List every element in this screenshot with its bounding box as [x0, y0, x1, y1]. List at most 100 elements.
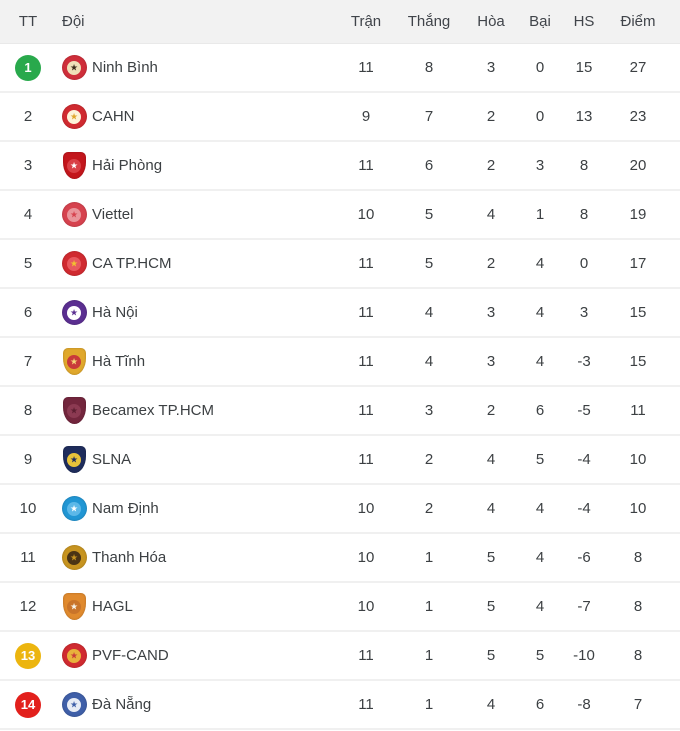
team-logo-inner [67, 550, 81, 565]
team-logo-icon: ★ [61, 643, 87, 668]
team-name[interactable]: Thanh Hóa [92, 549, 167, 566]
wins-value: 1 [424, 598, 434, 615]
team-logo-inner [67, 354, 81, 369]
team-logo-detail: ★ [69, 159, 79, 170]
team-logo-detail: ★ [69, 306, 79, 317]
draws-value: 5 [486, 647, 496, 664]
logo-cell: ★ [56, 348, 92, 375]
team-name[interactable]: Đà Nẵng [92, 696, 152, 713]
goal-difference-value: 13 [575, 108, 593, 125]
table-row[interactable]: 3 ★ Hải Phòng 11 6 2 3 8 20 [0, 142, 680, 191]
points-value: 10 [629, 451, 647, 468]
table-row[interactable]: 8 ★ Becamex TP.HCM 11 3 2 6 -5 11 [0, 387, 680, 436]
team-name[interactable]: Hà Tĩnh [92, 353, 146, 370]
matches-played-value: 11 [358, 647, 374, 664]
position-cell: 3 [0, 153, 56, 179]
position-cell: 1 [0, 54, 56, 81]
wins-value: 3 [424, 402, 434, 419]
table-row[interactable]: 13 ★ PVF-CAND 11 1 5 5 -10 8 [0, 632, 680, 681]
team-logo-inner [67, 648, 81, 663]
points-value: 17 [629, 255, 647, 272]
matches-played-value: 10 [357, 206, 375, 223]
logo-cell: ★ [56, 251, 92, 276]
team-name[interactable]: Viettel [92, 206, 134, 223]
team-logo-inner [67, 158, 81, 173]
team-name[interactable]: HAGL [92, 598, 133, 615]
position-cell: 4 [0, 202, 56, 228]
table-row[interactable]: 4 ★ Viettel 10 5 4 1 8 19 [0, 191, 680, 240]
team-logo-inner [67, 305, 81, 320]
position-badge: 11 [20, 549, 36, 566]
column-header-goal-difference: HS [573, 13, 595, 30]
team-logo-detail: ★ [69, 110, 79, 121]
losses-value: 6 [535, 696, 545, 713]
matches-played-value: 11 [358, 696, 374, 713]
goal-difference-value: -4 [577, 451, 591, 468]
team-logo-icon: ★ [61, 251, 87, 276]
goal-difference-value: 8 [579, 157, 589, 174]
wins-value: 5 [424, 206, 434, 223]
team-logo-icon: ★ [61, 55, 87, 80]
team-logo-icon: ★ [61, 104, 87, 129]
table-row[interactable]: 14 ★ Đà Nẵng 11 1 4 6 -8 7 [0, 681, 680, 730]
table-row[interactable]: 10 ★ Nam Định 10 2 4 4 -4 10 [0, 485, 680, 534]
team-logo-detail: ★ [69, 600, 79, 611]
team-logo-detail: ★ [69, 404, 79, 415]
draws-value: 4 [486, 696, 496, 713]
table-header: TT Đội Trận Thắng Hòa Bại HS Điểm [0, 0, 680, 44]
team-name[interactable]: Nam Định [92, 500, 159, 517]
table-row[interactable]: 1 ★ Ninh Bình 11 8 3 0 15 27 [0, 44, 680, 93]
team-name[interactable]: CAHN [92, 108, 135, 125]
team-logo-detail: ★ [69, 453, 79, 464]
wins-value: 4 [424, 353, 434, 370]
team-name[interactable]: PVF-CAND [92, 647, 169, 664]
team-logo-detail: ★ [69, 61, 79, 72]
points-value: 7 [633, 696, 643, 713]
table-row[interactable]: 12 ★ HAGL 10 1 5 4 -7 8 [0, 583, 680, 632]
losses-value: 1 [535, 206, 545, 223]
matches-played-value: 11 [358, 402, 374, 419]
team-name[interactable]: Hà Nội [92, 304, 138, 321]
team-name[interactable]: SLNA [92, 451, 132, 468]
wins-value: 6 [424, 157, 434, 174]
team-name[interactable]: Ninh Bình [92, 59, 158, 76]
matches-played-value: 11 [358, 451, 374, 468]
goal-difference-value: -6 [577, 549, 591, 566]
table-row[interactable]: 6 ★ Hà Nội 11 4 3 4 3 15 [0, 289, 680, 338]
column-header-position: TT [18, 13, 38, 30]
draws-value: 2 [486, 108, 496, 125]
draws-value: 4 [486, 451, 496, 468]
draws-value: 3 [486, 353, 496, 370]
position-badge: 7 [23, 353, 33, 370]
team-name[interactable]: Hải Phòng [92, 157, 163, 174]
position-badge: 9 [23, 451, 33, 468]
team-logo-icon: ★ [61, 545, 87, 570]
team-logo-icon: ★ [62, 593, 86, 620]
losses-value: 4 [535, 304, 545, 321]
position-cell: 2 [0, 104, 56, 130]
losses-value: 4 [535, 255, 545, 272]
team-logo-inner [67, 256, 81, 271]
table-row[interactable]: 7 ★ Hà Tĩnh 11 4 3 4 -3 15 [0, 338, 680, 387]
losses-value: 4 [535, 598, 545, 615]
team-logo-detail: ★ [69, 649, 79, 660]
goal-difference-value: -3 [577, 353, 591, 370]
logo-cell: ★ [56, 55, 92, 80]
points-value: 8 [633, 549, 643, 566]
table-row[interactable]: 5 ★ CA TP.HCM 11 5 2 4 0 17 [0, 240, 680, 289]
matches-played-value: 11 [358, 157, 374, 174]
position-badge: 1 [15, 54, 41, 81]
position-cell: 14 [0, 691, 56, 718]
team-name[interactable]: Becamex TP.HCM [92, 402, 214, 419]
losses-value: 0 [535, 108, 545, 125]
table-row[interactable]: 9 ★ SLNA 11 2 4 5 -4 10 [0, 436, 680, 485]
column-header-played: Trận [350, 13, 382, 30]
table-row[interactable]: 2 ★ CAHN 9 7 2 0 13 23 [0, 93, 680, 142]
draws-value: 3 [486, 304, 496, 321]
table-row[interactable]: 11 ★ Thanh Hóa 10 1 5 4 -6 8 [0, 534, 680, 583]
goal-difference-value: -7 [577, 598, 591, 615]
column-header-points: Điểm [620, 13, 656, 30]
team-name[interactable]: CA TP.HCM [92, 255, 172, 272]
team-logo-icon: ★ [62, 446, 86, 473]
